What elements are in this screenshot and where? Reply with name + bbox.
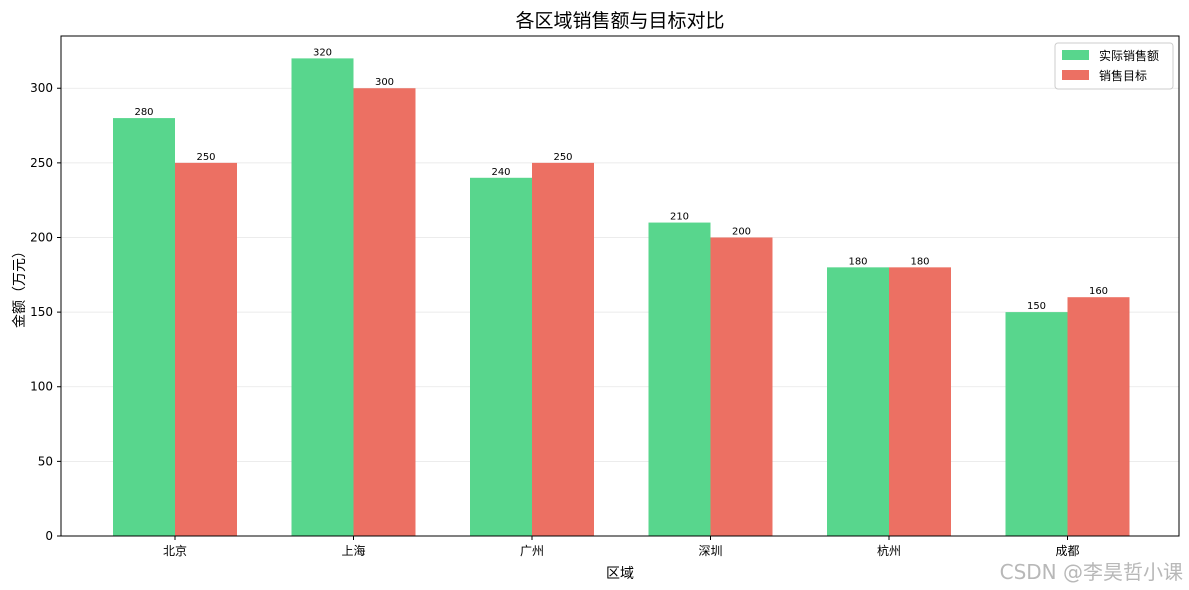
watermark: CSDN @李昊哲小课 <box>999 560 1183 584</box>
x-axis-title: 区域 <box>606 566 634 582</box>
bar-value-label: 160 <box>1089 286 1108 297</box>
bar-value-label: 250 <box>196 152 215 163</box>
chart-title: 各区域销售额与目标对比 <box>515 10 724 32</box>
bar-value-label: 180 <box>910 256 929 267</box>
y-tick-label: 300 <box>30 81 53 95</box>
y-axis-title: 金额（万元） <box>12 244 28 328</box>
legend-label: 销售目标 <box>1099 68 1147 83</box>
bar-value-label: 250 <box>553 152 572 163</box>
x-axis: 北京 上海 广州 深圳 杭州 成都 <box>163 536 1080 558</box>
bar-value-label: 180 <box>848 256 867 267</box>
x-tick-label: 北京 <box>163 544 187 558</box>
bar-target <box>710 237 773 536</box>
x-tick-label: 深圳 <box>698 544 722 558</box>
grid-lines <box>61 87 1179 537</box>
plot-frame <box>60 35 1180 537</box>
bar-actual <box>113 118 175 537</box>
bar-value-label: 210 <box>670 212 689 223</box>
y-tick-label: 100 <box>30 380 53 394</box>
bar-actual <box>470 177 532 536</box>
y-tick-label: 50 <box>38 454 53 468</box>
y-tick-label: 0 <box>45 529 53 543</box>
bar-target <box>532 162 594 537</box>
bar-target <box>889 267 951 536</box>
bar-target <box>1067 297 1130 536</box>
legend-label: 实际销售额 <box>1099 48 1159 63</box>
bar-actual <box>827 267 889 536</box>
x-tick-label: 上海 <box>341 543 365 558</box>
bar-actual <box>291 58 354 536</box>
bar-value-label: 150 <box>1027 301 1046 312</box>
bar-actual <box>648 222 711 536</box>
y-tick-label: 150 <box>30 305 53 319</box>
y-tick-label: 200 <box>30 230 53 244</box>
y-axis: 0 50 100 150 200 250 300 <box>30 81 61 543</box>
data-labels: 280 320 240 210 180 150 250 300 250 200 180 160 <box>134 47 1108 312</box>
bars <box>113 58 1130 537</box>
bar-value-label: 320 <box>313 47 332 58</box>
bar-value-label: 280 <box>134 107 153 118</box>
x-tick-label: 成都 <box>1055 544 1079 558</box>
x-tick-label: 广州 <box>520 544 544 558</box>
bar-target <box>353 88 416 537</box>
bar-actual <box>1005 312 1068 536</box>
bar-value-label: 300 <box>375 77 394 88</box>
y-tick-label: 250 <box>30 156 53 170</box>
legend-swatch <box>1062 50 1089 60</box>
bar-value-label: 240 <box>491 167 510 178</box>
bar-value-label: 200 <box>732 226 751 237</box>
x-tick-label: 杭州 <box>877 543 901 558</box>
bar-target <box>175 162 237 537</box>
legend-swatch <box>1062 70 1089 80</box>
